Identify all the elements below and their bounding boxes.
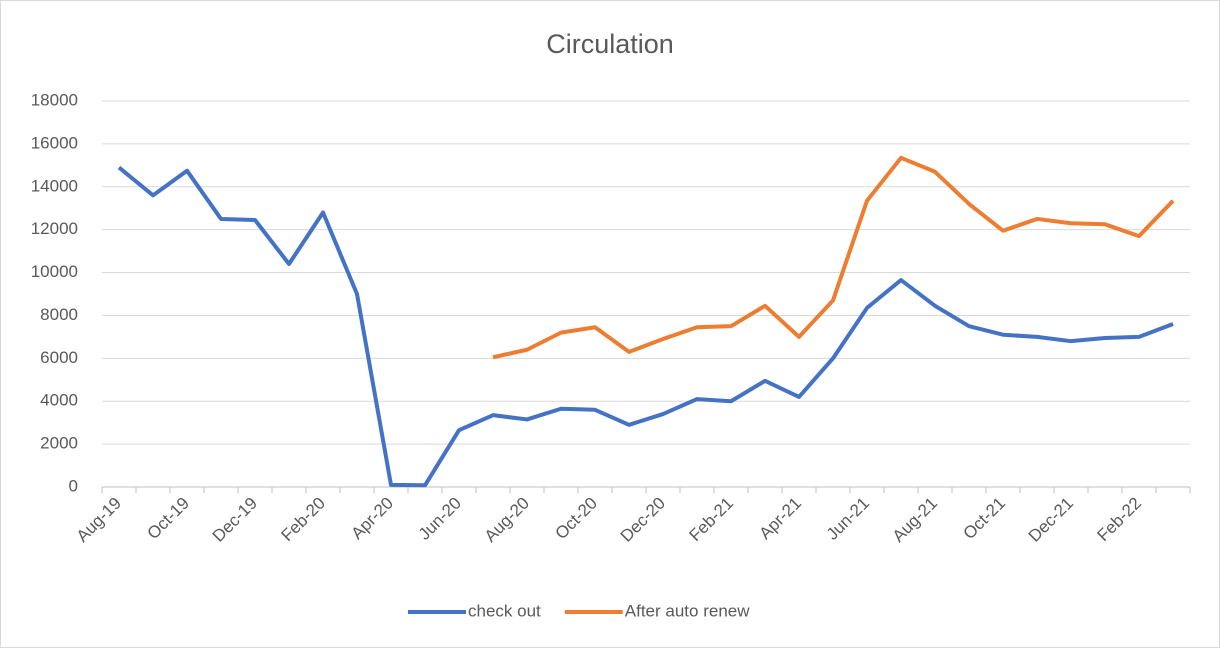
y-tick-label: 8000 (40, 305, 78, 324)
series-line (492, 155, 1175, 360)
y-tick-label: 14000 (31, 176, 78, 195)
y-tick-label: 18000 (31, 90, 78, 109)
chart-title: Circulation (546, 29, 674, 59)
y-tick-label: 0 (69, 476, 78, 495)
y-tick-label: 2000 (40, 434, 78, 453)
series-line (117, 165, 1174, 488)
y-tick-label: 6000 (40, 348, 78, 367)
y-tick-label: 10000 (31, 262, 78, 281)
legend-label: check out (468, 601, 541, 620)
y-tick-label: 12000 (31, 219, 78, 238)
y-tick-label: 16000 (31, 133, 78, 152)
legend-label: After auto renew (625, 601, 750, 620)
y-tick-label: 4000 (40, 391, 78, 410)
